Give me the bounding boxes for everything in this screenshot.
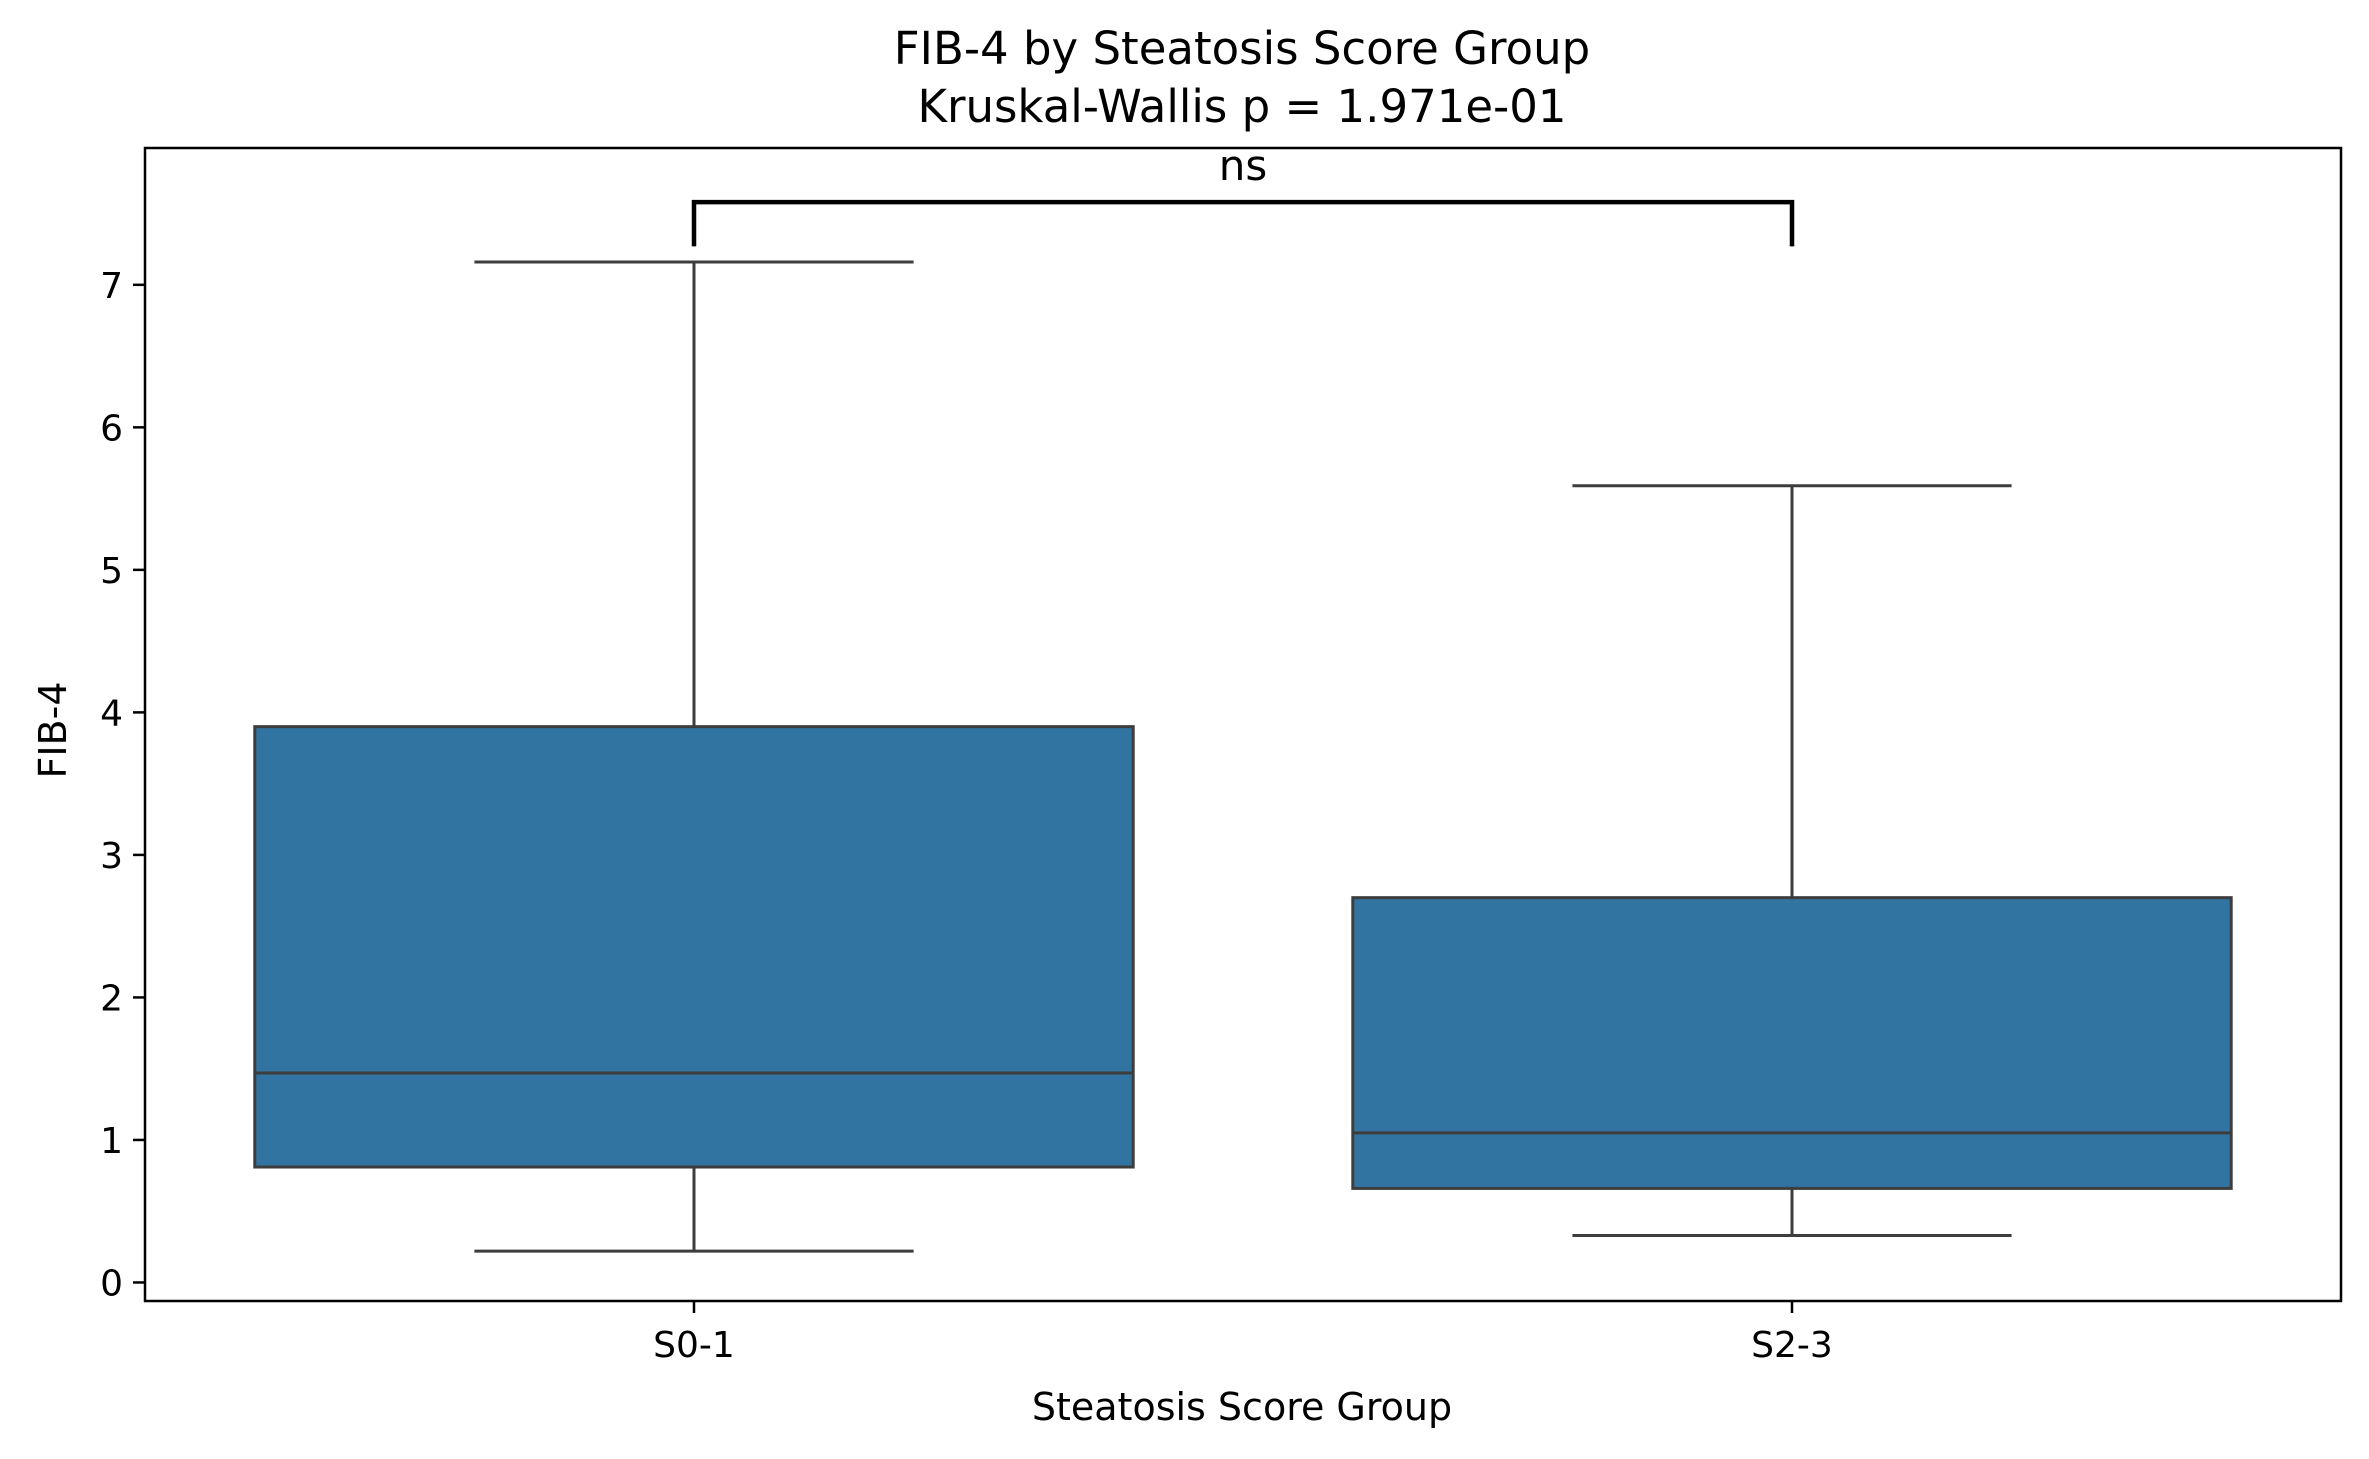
x-axis: S0-1 S2-3 (653, 1301, 1833, 1366)
box-S2-3 (1351, 484, 2233, 1237)
significance-bracket (691, 199, 1795, 247)
chart-title: FIB-4 by Steatosis Score Group (894, 22, 1590, 75)
box-S0-1 (253, 260, 1135, 1253)
y-tick-label-1: 1 (100, 1121, 123, 1162)
y-tick-label-6: 6 (100, 408, 123, 449)
plot-frame (143, 146, 2343, 1303)
y-axis-label: FIB-4 (31, 681, 75, 778)
x-tick-label-S2-3: S2-3 (1751, 1325, 1833, 1366)
chart-subtitle: Kruskal-Wallis p = 1.971e-01 (917, 80, 1566, 133)
y-tick-label-0: 0 (100, 1263, 123, 1304)
x-tick-label-S0-1: S0-1 (653, 1325, 735, 1366)
x-axis-label: Steatosis Score Group (1032, 1385, 1452, 1429)
significance-label: ns (1219, 141, 1268, 190)
significance-annotation: ns (691, 141, 1795, 247)
y-tick-label-7: 7 (100, 266, 123, 307)
y-tick-label-2: 2 (100, 978, 123, 1019)
y-tick-label-3: 3 (100, 836, 123, 877)
iqr-box-S2-3 (1351, 896, 2233, 1190)
iqr-box-S0-1 (253, 725, 1135, 1169)
y-tick-label-5: 5 (100, 551, 123, 592)
y-tick-label-4: 4 (100, 693, 123, 734)
plot-marks (253, 260, 2233, 1253)
y-axis: 0 1 2 3 4 5 6 7 (100, 266, 145, 1304)
